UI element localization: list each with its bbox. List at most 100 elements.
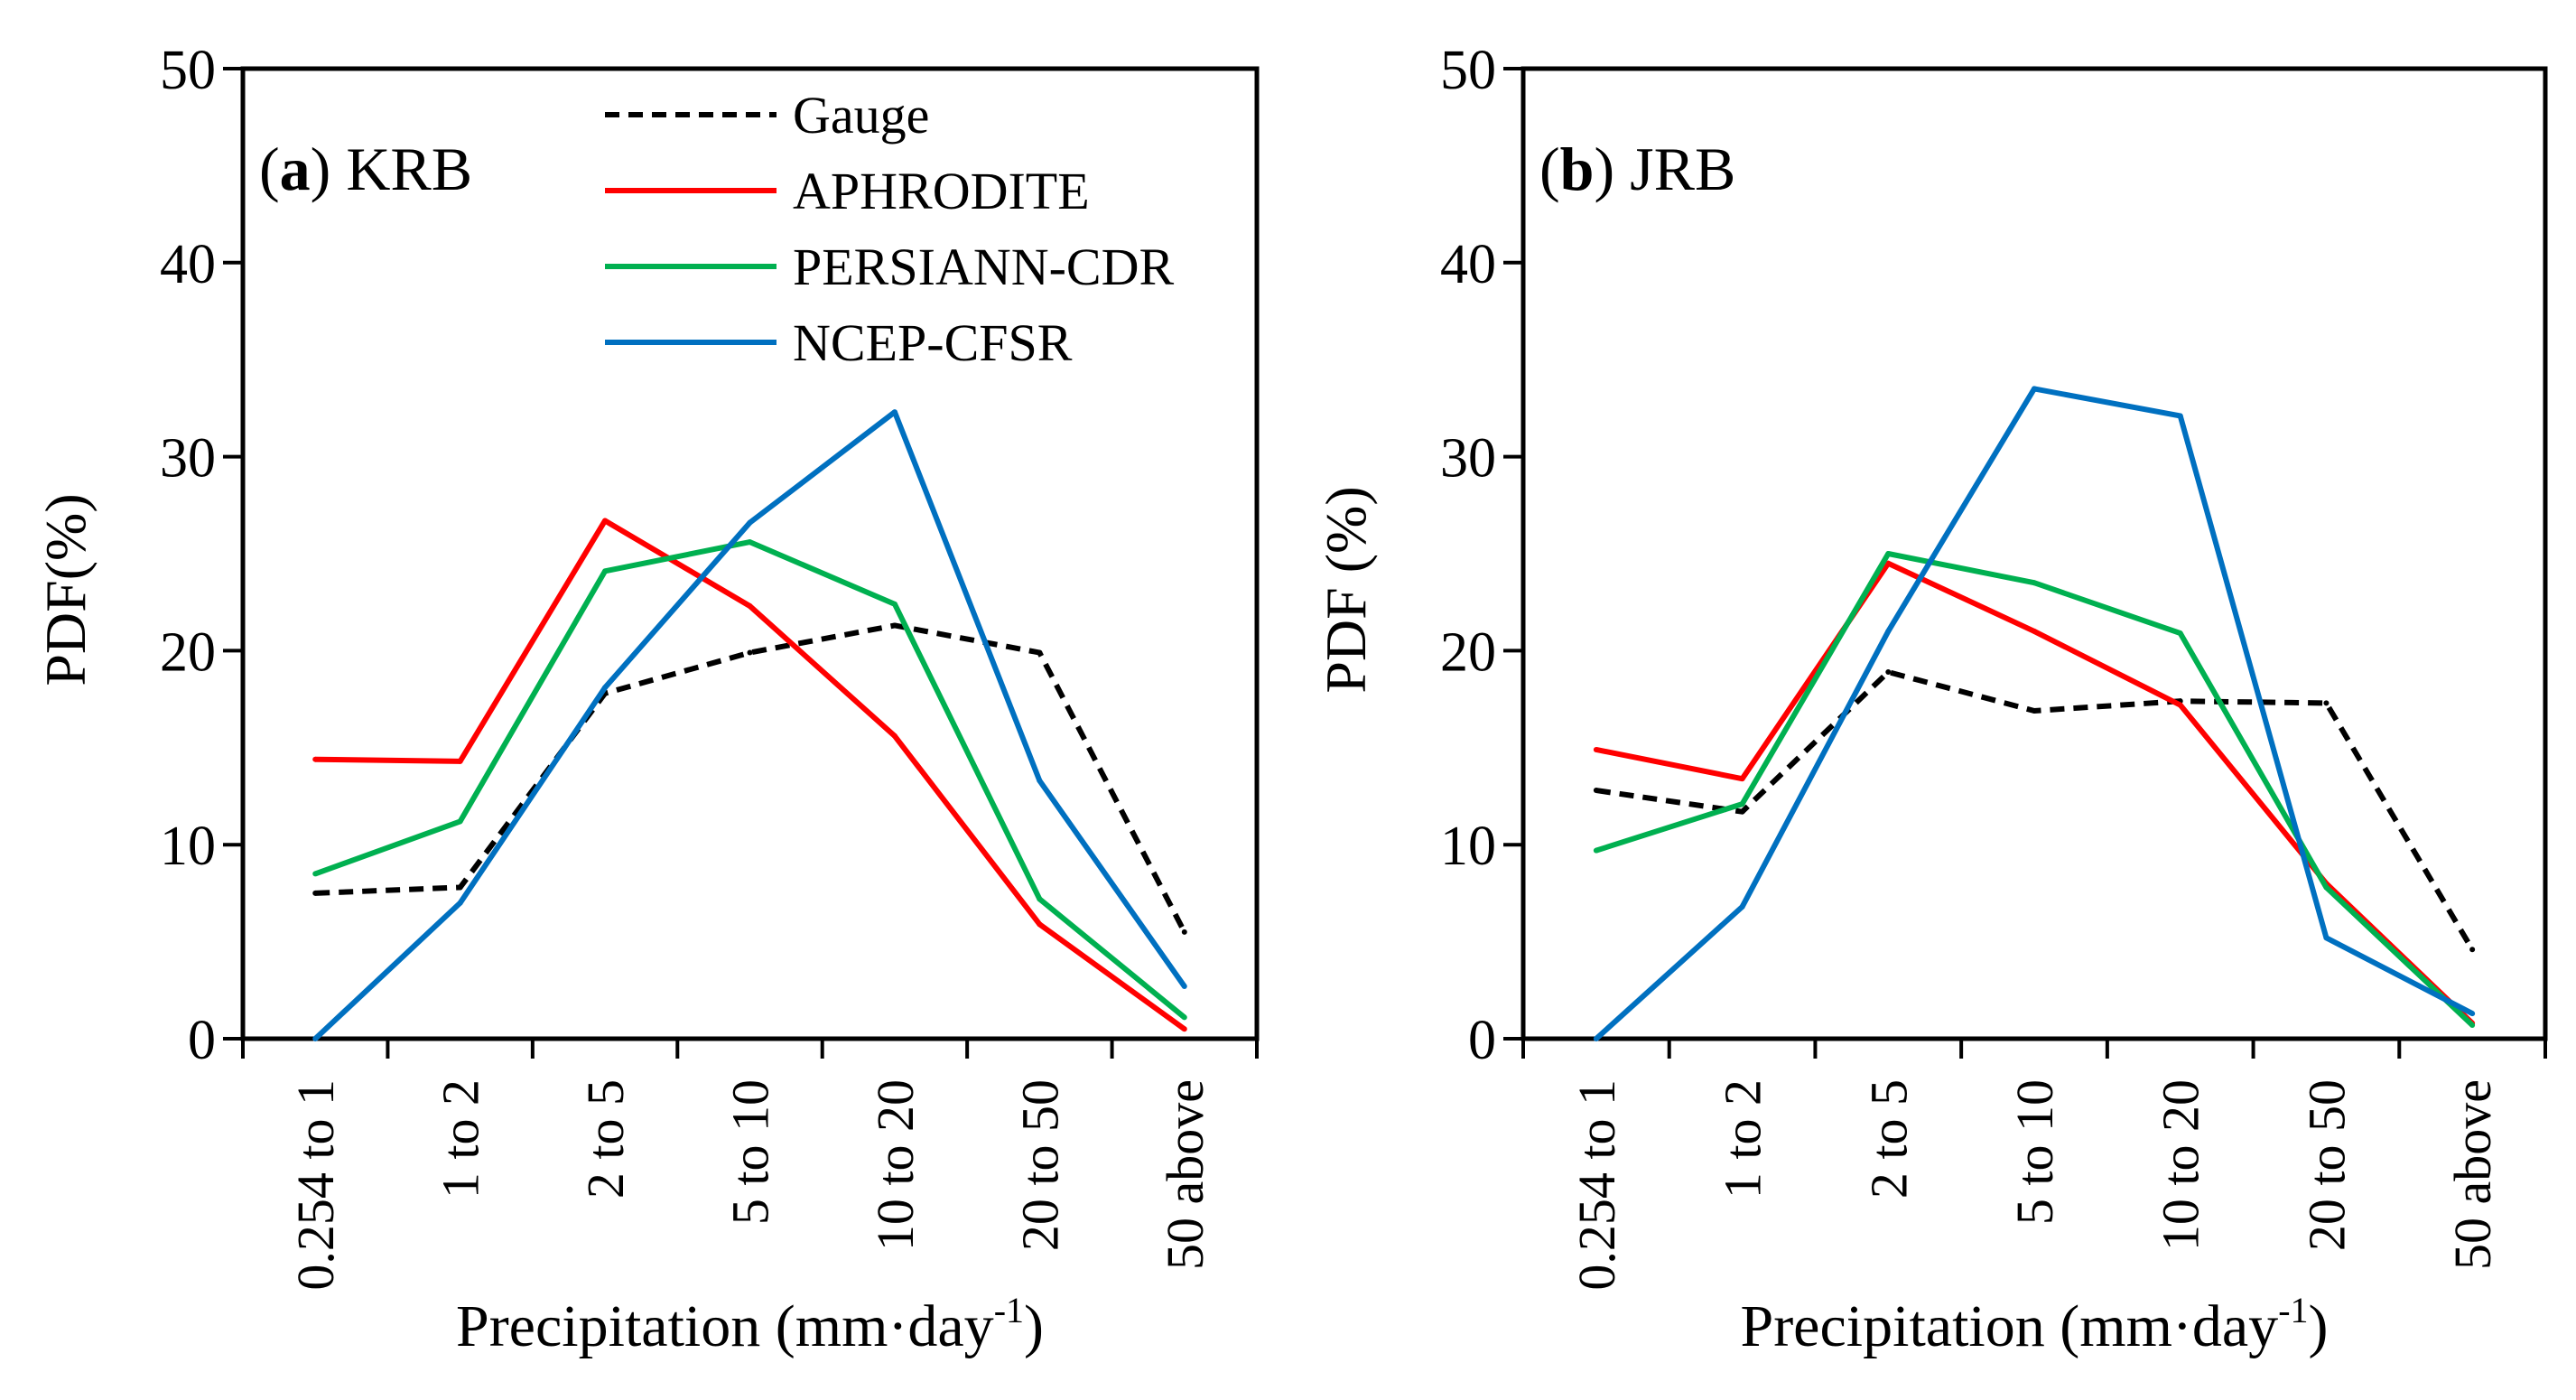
plot-frame [1520,66,2548,1041]
x-tick-label: 5 to 10 [2005,1079,2064,1225]
data-point-aphrodite [312,756,319,762]
chart-panel-b: 0 10 20 30 40 50 0.254 to 1 1 to 2 2 to 5 5 to 10… [1314,40,2548,1359]
panel-title: (b) JRB [1539,135,1735,203]
y-tick-label: 0 [188,1010,216,1071]
series-line-gauge [315,622,1187,934]
x-tick-label: 50 above [1156,1079,1214,1270]
data-point-gauge [747,649,753,656]
data-point-persiann-cdr [2323,884,2330,891]
panel-title-paren: ) [1594,135,1630,203]
legend: Gauge APHRODITE PERSIANN-CDR NCEP-CFSR [605,86,1174,372]
data-point-gauge [1181,929,1187,935]
legend-label: APHRODITE [793,162,1090,220]
data-point-persiann-cdr [747,539,753,546]
panel-label: b [1560,135,1595,203]
series-line-persiann-cdr [1595,551,2475,1028]
x-axis-label: Precipitation (mm·day-1) [456,1290,1044,1359]
data-point-gauge [2323,700,2330,706]
legend-label: NCEP-CFSR [793,313,1073,372]
x-axis-label-close: ) [1024,1293,1044,1359]
panel-label: a [280,135,311,203]
data-point-ncep-cfsr [457,900,463,906]
panel-title-paren: ( [1539,135,1560,203]
data-point-gauge [1593,788,1599,794]
x-tick-label: 10 to 20 [2152,1079,2210,1251]
y-tick-label: 30 [1440,428,1496,490]
data-point-ncep-cfsr [312,1036,319,1041]
x-axis-label: Precipitation (mm·day-1) [1741,1290,2329,1359]
data-point-persiann-cdr [2177,630,2183,637]
data-point-ncep-cfsr [602,685,609,691]
x-axis-label-text: Precipitation (mm·day [1741,1293,2279,1359]
y-axis-label: PDF (%) [1314,486,1378,693]
x-tick-label: 2 to 5 [576,1079,635,1199]
data-point-persiann-cdr [1739,801,1745,807]
x-tick-label: 1 to 2 [432,1079,490,1199]
data-point-ncep-cfsr [2323,935,2330,941]
data-point-persiann-cdr [891,601,897,607]
data-point-persiann-cdr [1181,1014,1187,1021]
x-tick-label: 5 to 10 [721,1079,780,1225]
panel-title-paren: ( [259,135,280,203]
data-point-persiann-cdr [2032,580,2037,586]
x-tick-label: 50 above [2443,1079,2502,1270]
data-point-ncep-cfsr [1181,984,1187,990]
data-point-aphrodite [2032,628,2037,634]
data-point-gauge [457,884,463,891]
data-point-aphrodite [891,733,897,739]
data-point-ncep-cfsr [1593,1036,1599,1041]
data-point-persiann-cdr [1885,551,1892,556]
x-tick-label: 10 to 20 [866,1079,925,1251]
series-line-aphrodite [315,518,1186,1031]
data-point-persiann-cdr [2469,1022,2476,1028]
series-line-ncep-cfsr [1594,386,2474,1041]
y-tick-label: 20 [160,621,216,683]
data-point-gauge [1037,649,1043,656]
data-point-persiann-cdr [457,818,463,825]
y-tick-label: 50 [1440,40,1496,101]
data-point-ncep-cfsr [1037,778,1043,784]
data-point-ncep-cfsr [1885,628,1892,634]
data-point-persiann-cdr [1037,896,1043,902]
data-point-gauge [2469,947,2476,953]
y-tick-label: 0 [1468,1010,1496,1071]
series-line-persiann-cdr [314,539,1186,1020]
panel-title-name: KRB [346,135,472,203]
data-point-gauge [312,890,319,896]
x-axis-label-text: Precipitation (mm·day [456,1293,994,1359]
plot-frame [240,66,1260,1041]
legend-label: PERSIANN-CDR [793,238,1174,296]
data-point-aphrodite [747,602,753,609]
series-line-ncep-cfsr [313,409,1187,1041]
data-point-persiann-cdr [602,568,609,574]
x-tick-label: 20 to 50 [2297,1079,2356,1251]
data-point-aphrodite [1037,921,1043,928]
data-point-ncep-cfsr [2032,386,2037,392]
data-point-aphrodite [1739,776,1745,782]
data-point-gauge [1885,669,1892,676]
x-axis-label-close: ) [2309,1293,2329,1359]
panel-title-name: JRB [1630,135,1735,203]
y-tick-label: 40 [1440,234,1496,295]
data-point-persiann-cdr [1593,847,1599,854]
y-tick-label: 10 [160,816,216,877]
data-point-aphrodite [2177,702,2183,708]
data-point-ncep-cfsr [747,519,753,526]
y-tick-label: 10 [1440,816,1496,877]
panel-title-paren: ) [311,135,347,203]
data-point-gauge [2032,707,2037,714]
x-axis-label-sup: -1 [994,1290,1024,1330]
legend-label: Gauge [793,86,929,145]
x-tick-label: 0.254 to 1 [286,1079,345,1291]
data-point-aphrodite [1885,560,1892,566]
y-tick-label: 30 [160,428,216,490]
x-tick-label: 2 to 5 [1859,1079,1918,1199]
data-point-ncep-cfsr [891,409,897,415]
y-tick-label: 40 [160,234,216,295]
data-point-aphrodite [457,758,463,764]
data-point-aphrodite [1181,1026,1187,1032]
x-tick-label: 0.254 to 1 [1567,1079,1626,1291]
chart-panel-a: 0 10 20 30 40 50 0.254 to 1 1 to 2 2 to 5 5 to 10… [33,40,1260,1359]
data-point-gauge [1739,808,1745,815]
